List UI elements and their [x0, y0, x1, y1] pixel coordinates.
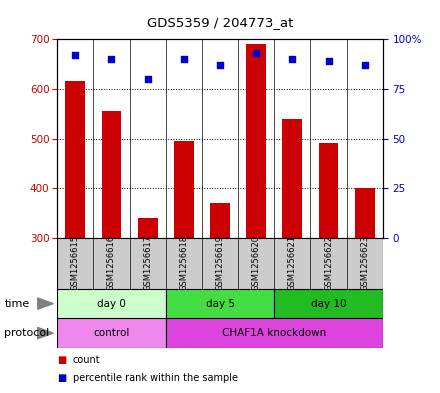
Text: GSM1256622: GSM1256622	[324, 235, 333, 291]
Bar	[355, 188, 375, 238]
Bar	[246, 44, 266, 238]
Text: GSM1256620: GSM1256620	[252, 235, 260, 291]
Text: day 10: day 10	[311, 299, 346, 309]
Text: time: time	[4, 299, 29, 309]
Text: GSM1256623: GSM1256623	[360, 235, 369, 291]
Text: GSM1256616: GSM1256616	[107, 235, 116, 291]
Point	[72, 52, 79, 58]
Bar	[174, 141, 194, 238]
Polygon shape	[37, 327, 53, 339]
Text: GSM1256615: GSM1256615	[71, 235, 80, 291]
Text: day 0: day 0	[97, 299, 126, 309]
Text: GDS5359 / 204773_at: GDS5359 / 204773_at	[147, 16, 293, 29]
Text: percentile rank within the sample: percentile rank within the sample	[73, 373, 238, 383]
Text: CHAF1A knockdown: CHAF1A knockdown	[222, 328, 326, 338]
Bar	[166, 318, 383, 348]
Text: GSM1256621: GSM1256621	[288, 235, 297, 291]
Bar	[57, 318, 166, 348]
Text: count: count	[73, 355, 100, 365]
Bar	[210, 203, 230, 238]
Bar	[319, 143, 338, 238]
Bar	[102, 111, 121, 238]
Text: GSM1256617: GSM1256617	[143, 235, 152, 291]
Text: day 5: day 5	[205, 299, 235, 309]
Text: GSM1256618: GSM1256618	[180, 235, 188, 291]
Polygon shape	[37, 298, 53, 309]
Point	[289, 56, 296, 62]
Point	[361, 62, 368, 68]
Text: ■: ■	[57, 355, 66, 365]
Text: control: control	[93, 328, 130, 338]
Bar	[138, 218, 158, 238]
Bar	[166, 289, 274, 318]
Point	[108, 56, 115, 62]
Text: GSM1256619: GSM1256619	[216, 235, 224, 291]
Bar	[66, 81, 85, 238]
Bar	[274, 289, 383, 318]
Text: ■: ■	[57, 373, 66, 383]
Point	[216, 62, 224, 68]
Text: protocol: protocol	[4, 328, 50, 338]
Bar	[57, 289, 166, 318]
Point	[180, 56, 187, 62]
Point	[325, 58, 332, 64]
Point	[144, 76, 151, 82]
Point	[253, 50, 260, 56]
Bar	[282, 119, 302, 238]
